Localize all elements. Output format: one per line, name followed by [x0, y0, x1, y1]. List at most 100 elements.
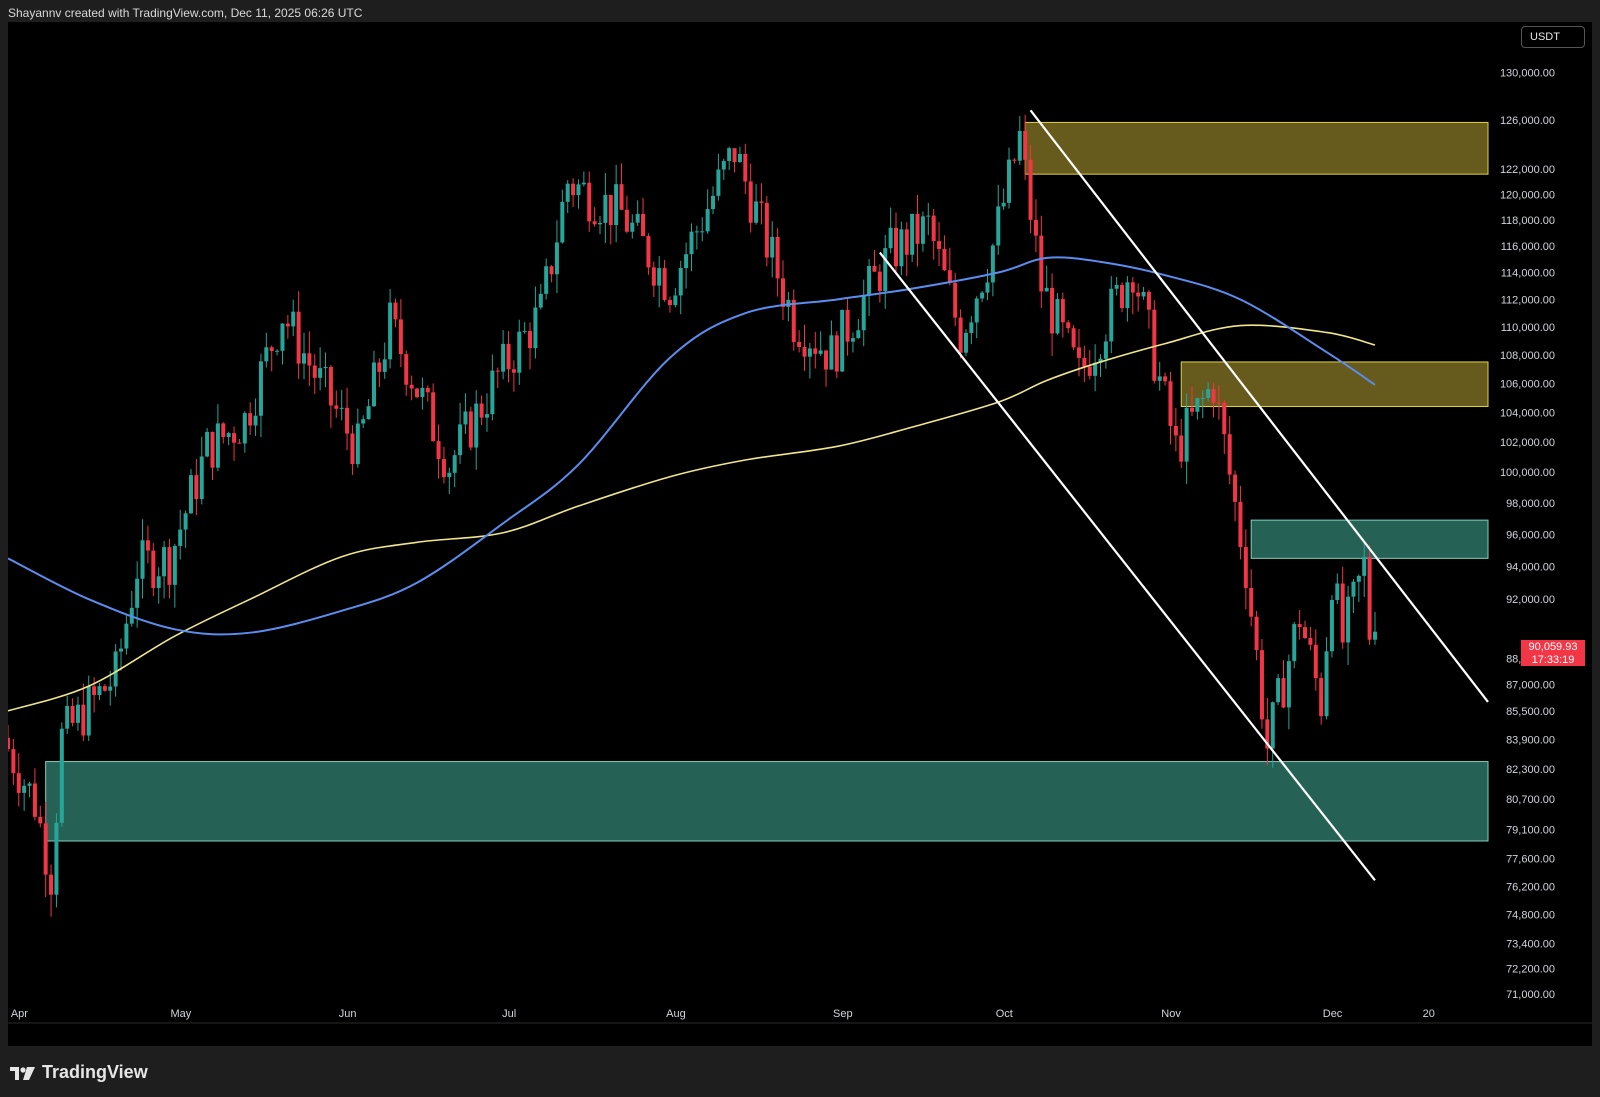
candle — [409, 375, 414, 401]
candle — [522, 322, 527, 334]
candle — [468, 406, 473, 451]
candle — [140, 519, 145, 599]
price-tick-label: 96,000.00 — [1506, 529, 1555, 541]
candle — [1356, 574, 1361, 603]
candle — [737, 146, 742, 163]
candle — [678, 260, 683, 315]
candle — [824, 350, 829, 387]
candle — [689, 223, 694, 272]
demand-zone-2[interactable] — [1250, 519, 1489, 559]
candle — [1109, 276, 1114, 354]
price-tick-label: 122,000.00 — [1500, 164, 1555, 176]
last-price-countdown: 17:33:19 — [1531, 654, 1575, 666]
candle — [226, 431, 231, 446]
time-tick-label: Jun — [339, 1008, 357, 1020]
candle — [1254, 610, 1259, 661]
candle — [544, 258, 549, 300]
candle — [1286, 654, 1291, 730]
candle — [560, 189, 565, 244]
demand-zone-3[interactable] — [45, 761, 1489, 842]
candle — [1179, 418, 1184, 468]
candle — [1324, 637, 1329, 720]
candle — [296, 291, 301, 379]
candle — [716, 153, 721, 201]
candle — [172, 543, 177, 608]
candle — [856, 318, 861, 339]
candle — [458, 402, 463, 464]
candle — [1082, 345, 1087, 383]
candle — [1071, 325, 1076, 351]
price-tick-label: 100,000.00 — [1500, 467, 1555, 479]
candle — [70, 698, 75, 727]
moving-averages-layer — [8, 256, 1376, 712]
candlestick-chart[interactable]: 130,000.00 126,000.00 122,000.00 120,000.00… — [8, 22, 1592, 1046]
candle — [54, 813, 59, 908]
supply-zone-0[interactable] — [1024, 121, 1489, 175]
candle — [700, 217, 705, 242]
candle — [813, 332, 818, 369]
tradingview-logo[interactable]: TradingView — [10, 1062, 148, 1083]
time-axis: Apr May Jun Jul Aug Sep Oct Nov Dec 20 — [8, 1008, 1592, 1024]
price-tick-label: 82,300.00 — [1506, 764, 1555, 776]
channel-line-1[interactable] — [878, 251, 1376, 881]
candle — [759, 183, 764, 225]
candle — [732, 148, 737, 173]
candle — [1297, 609, 1302, 640]
candle — [1033, 199, 1038, 253]
candle — [780, 260, 785, 321]
last-price-value: 90,059.93 — [1528, 641, 1578, 653]
candle — [1329, 595, 1334, 658]
candle — [1335, 573, 1340, 605]
candle — [931, 208, 936, 260]
candle — [1351, 579, 1356, 613]
candle — [802, 324, 807, 371]
candle — [1243, 529, 1248, 610]
candle — [684, 242, 689, 289]
candle — [258, 353, 263, 438]
candle — [511, 360, 516, 392]
candle — [549, 265, 554, 283]
candle — [393, 298, 398, 328]
chart-frame[interactable]: 130,000.00 126,000.00 122,000.00 120,000.00… — [8, 22, 1592, 1046]
candle — [1200, 390, 1205, 419]
candle — [463, 393, 468, 434]
candle — [587, 171, 592, 232]
candle — [775, 228, 780, 297]
candle — [1136, 283, 1141, 312]
candle — [178, 509, 183, 560]
candle — [1157, 361, 1162, 391]
candle — [253, 398, 258, 436]
price-tick-label: 130,000.00 — [1500, 67, 1555, 79]
candle — [619, 163, 624, 211]
candle — [345, 387, 350, 451]
candle — [27, 781, 32, 798]
price-axis: 130,000.00 126,000.00 122,000.00 120,000.00… — [1500, 67, 1555, 1001]
price-tick-label: 92,000.00 — [1506, 594, 1555, 606]
candle — [1238, 485, 1243, 560]
candle — [162, 541, 167, 599]
candle — [861, 279, 866, 347]
price-tick-label: 116,000.00 — [1501, 241, 1555, 253]
candle — [974, 296, 979, 339]
supply-zone-1[interactable] — [1180, 361, 1489, 408]
price-tick-label: 85,500.00 — [1506, 706, 1555, 718]
candle — [221, 422, 226, 444]
candle — [711, 186, 716, 215]
time-tick-label: Apr — [11, 1008, 28, 1020]
candle — [1141, 286, 1146, 300]
currency-selector[interactable]: USDT — [1521, 26, 1585, 48]
channel-line-0[interactable] — [1029, 109, 1489, 703]
candle — [1259, 639, 1264, 729]
candle — [11, 739, 16, 785]
candle — [834, 331, 839, 379]
last-price-badge: 90,059.93 17:33:19 — [1521, 640, 1585, 666]
price-tick-label: 108,000.00 — [1500, 350, 1555, 362]
candle — [1093, 344, 1098, 392]
candle — [624, 195, 629, 234]
candle — [124, 613, 129, 655]
candle — [1362, 540, 1367, 597]
time-tick-label: May — [170, 1008, 191, 1020]
price-tick-label: 77,600.00 — [1506, 854, 1555, 866]
candle — [490, 354, 495, 421]
candle — [1114, 276, 1119, 296]
